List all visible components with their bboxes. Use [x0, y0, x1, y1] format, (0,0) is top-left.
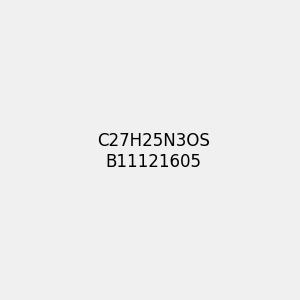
Text: C27H25N3OS
B11121605: C27H25N3OS B11121605 — [97, 132, 210, 171]
